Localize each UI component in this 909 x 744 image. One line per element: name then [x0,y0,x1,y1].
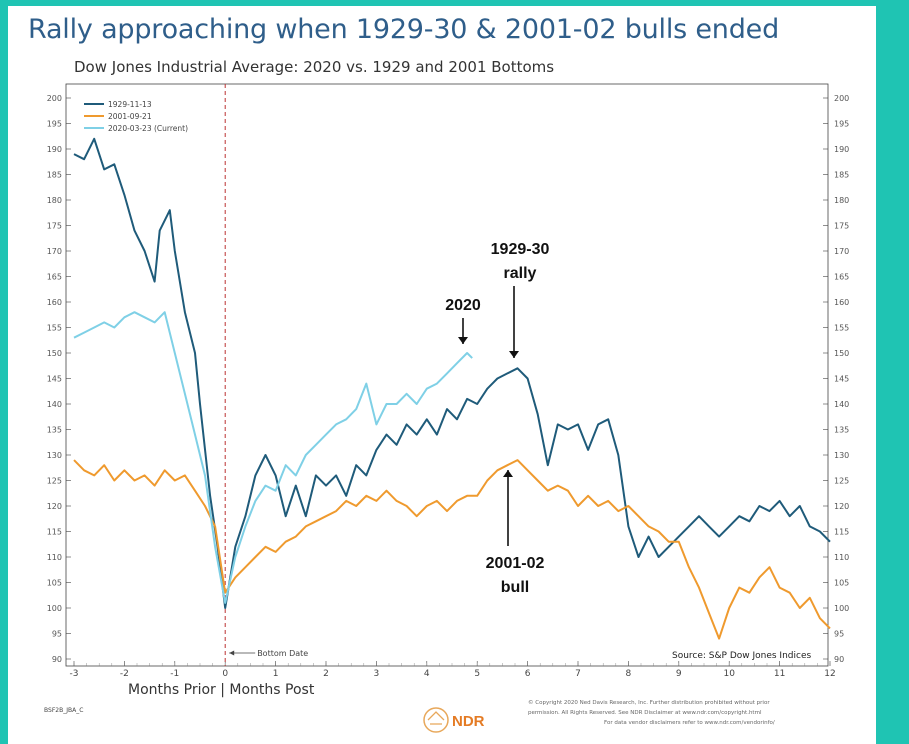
x-tick-label: 3 [374,669,380,679]
x-tick-label: 4 [424,669,430,679]
y-tick-label: 90 [52,655,62,664]
y-tick-label: 195 [47,120,62,129]
y-tick-label: 145 [834,375,849,384]
y-tick-label: 100 [834,604,849,613]
y-tick-label: 135 [834,426,849,435]
y-tick-label: 160 [47,298,62,307]
plot-frame [65,83,829,667]
y-tick-label: 195 [834,120,849,129]
y-tick-label: 160 [834,298,849,307]
x-tick-label: 11 [774,669,785,679]
annotation-2001-02: 2001-02 [486,555,545,572]
annotation-rally: rally [504,265,537,282]
x-tick-label: -2 [120,669,129,679]
annotation-1929-30: 1929-30 [491,241,550,258]
x-tick-label: 10 [723,669,735,679]
y-tick-label: 135 [47,426,62,435]
y-tick-label: 185 [834,171,849,180]
y-tick-label: 145 [47,375,62,384]
x-tick-label: 5 [474,669,480,679]
x-tick-label: 1 [273,669,279,679]
y-tick-label: 185 [47,171,62,180]
y-tick-label: 175 [834,222,849,231]
x-axis-label: Months Prior | Months Post [128,682,315,698]
bottom-date-arrowhead [229,650,235,656]
y-tick-label: 200 [834,94,849,103]
legend: 1929-11-13 2001-09-21 2020-03-23 (Current) [84,100,188,133]
series-line-0 [73,137,831,609]
y-tick-label: 130 [47,451,62,460]
y-tick-label: 95 [52,630,62,639]
y-tick-label: 120 [834,502,849,511]
copyright-line-2: permission. All Rights Reserved. See NDR… [528,710,762,716]
series-line-1 [73,459,831,640]
ndr-logo-icon [423,707,449,733]
annotations: 2020 1929-30 rally 2001-02 bull [445,241,549,596]
y-axis-left: 90 95 100 105 110 115 120 125 130 135 140 145 150 155… [47,94,71,664]
y-tick-label: 105 [47,579,62,588]
annotation-bull: bull [501,579,529,596]
y-tick-label: 190 [834,145,849,154]
annotation-2001-arrow-head [503,470,513,477]
y-tick-label: 165 [834,273,849,282]
slide: Rally approaching when 1929-30 & 2001-02… [8,6,876,744]
annotation-1929-arrow-head [509,351,519,358]
series-group [73,137,831,640]
x-tick-label: 12 [824,669,835,679]
y-tick-label: 115 [834,528,849,537]
y-tick-label: 95 [834,630,844,639]
chart-code: BSF2B_JBA_C [44,707,83,714]
y-tick-label: 115 [47,528,62,537]
y-tick-label: 140 [834,400,849,409]
y-tick-label: 170 [47,247,62,256]
annotation-2020-arrow-head [458,337,468,344]
y-tick-label: 105 [834,579,849,588]
y-tick-label: 170 [834,247,849,256]
annotation-2020: 2020 [445,297,481,314]
y-tick-label: 155 [47,324,62,333]
y-tick-label: 120 [47,502,62,511]
y-tick-label: 110 [834,553,849,562]
x-tick-label: 2 [323,669,329,679]
y-tick-label: 180 [47,196,62,205]
ndr-logo: NDR [423,707,485,733]
y-tick-label: 180 [834,196,849,205]
legend-label: 2001-09-21 [108,112,152,121]
x-tick-label: 9 [676,669,682,679]
y-tick-label: 155 [834,324,849,333]
bottom-date-label: Bottom Date [257,649,308,658]
copyright-line-3: For data vendor disclaimers refer to www… [604,720,775,726]
x-tick-label: -3 [70,669,79,679]
x-tick-label: 0 [222,669,228,679]
x-tick-label: 6 [525,669,531,679]
y-tick-label: 165 [47,273,62,282]
legend-label: 1929-11-13 [108,100,152,109]
y-tick-label: 125 [834,477,849,486]
y-tick-label: 140 [47,400,62,409]
y-tick-label: 150 [834,349,849,358]
y-tick-label: 200 [47,94,62,103]
y-tick-label: 175 [47,222,62,231]
y-tick-label: 90 [834,655,844,664]
y-tick-label: 110 [47,553,62,562]
y-tick-label: 125 [47,477,62,486]
x-tick-label: -1 [170,669,179,679]
chart: 9095100105110115120125130135140145150155… [44,83,849,733]
y-tick-label: 190 [47,145,62,154]
source-label: Source: S&P Dow Jones Indices [672,651,811,661]
chart-title: Dow Jones Industrial Average: 2020 vs. 1… [74,58,555,76]
x-tick-label: 8 [626,669,632,679]
x-tick-label: 7 [575,669,581,679]
y-axis-right: 90 95 100 105 110 115 120 125 130 135 140 145 150 155… [823,94,849,664]
legend-label: 2020-03-23 (Current) [108,124,188,133]
ndr-logo-text: NDR [452,713,485,730]
y-tick-label: 100 [47,604,62,613]
ndr-logo-mark [427,711,445,725]
slide-title: Rally approaching when 1929-30 & 2001-02… [28,14,780,45]
y-tick-label: 130 [834,451,849,460]
copyright-line-1: © Copyright 2020 Ned Davis Research, Inc… [528,699,770,706]
series-line-2 [73,311,473,604]
y-tick-label: 150 [47,349,62,358]
